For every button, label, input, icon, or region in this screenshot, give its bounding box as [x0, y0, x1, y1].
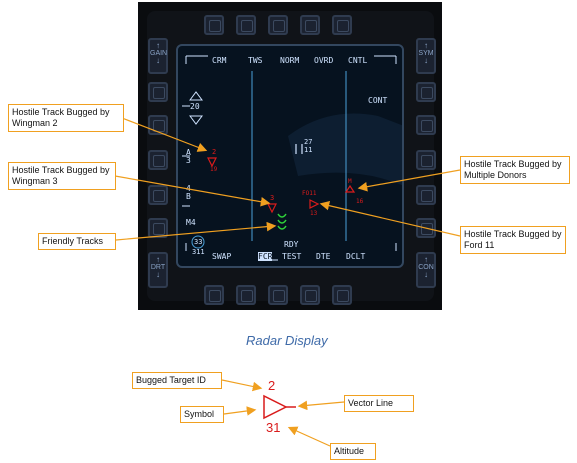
- range-scale-top: 33: [194, 238, 203, 246]
- osb-bottom-5[interactable]: [332, 285, 352, 305]
- drt-rocker[interactable]: ↑ DRT ↓: [148, 252, 168, 288]
- arrow-altitude: [287, 426, 331, 447]
- track-multi-id: M: [348, 178, 352, 185]
- osb-right-4[interactable]: [416, 185, 436, 205]
- osb-label-tws[interactable]: TWS: [248, 56, 263, 65]
- osb-right-1[interactable]: [416, 82, 436, 102]
- sym-label: SYM: [418, 50, 434, 57]
- osb-top-2[interactable]: [236, 15, 256, 35]
- left-label-m4[interactable]: M4: [186, 218, 196, 227]
- gain-label: GAIN: [150, 50, 168, 57]
- osb-label-dte[interactable]: DTE: [316, 252, 331, 261]
- osb-bottom-2[interactable]: [236, 285, 256, 305]
- track-ford-id: FO11: [302, 190, 317, 197]
- osb-label-swap[interactable]: SWAP: [212, 252, 232, 261]
- arrow-bugged-id: [221, 379, 263, 392]
- con-label: CON: [418, 264, 434, 271]
- osb-bottom-3[interactable]: [268, 285, 288, 305]
- osb-label-ovrd[interactable]: OVRD: [314, 56, 334, 65]
- osb-left-5[interactable]: [148, 218, 168, 238]
- drt-label: DRT: [150, 264, 166, 271]
- track-wingman3-id: 3: [270, 194, 275, 202]
- left-label-a-num: 3: [186, 156, 191, 165]
- callout-friendly: Friendly Tracks: [38, 233, 116, 250]
- arrow-vector: [297, 400, 345, 411]
- osb-label-cont[interactable]: CONT: [368, 96, 388, 105]
- radar-screen[interactable]: CRM TWS NORM OVRD CNTL CONT 20 A 3 4 B M…: [176, 44, 404, 268]
- left-label-a[interactable]: A: [186, 148, 191, 157]
- range-scale-bottom: 311: [192, 248, 205, 256]
- gain-rocker[interactable]: ↑ GAIN ↓: [148, 38, 168, 74]
- alt-caret-up-icon[interactable]: [189, 91, 203, 101]
- sym-rocker[interactable]: ↑ SYM ↓: [416, 38, 436, 74]
- osb-left-4[interactable]: [148, 185, 168, 205]
- range-circle: [191, 235, 205, 249]
- osb-top-4[interactable]: [300, 15, 320, 35]
- osb-top-1[interactable]: [204, 15, 224, 35]
- osb-bottom-4[interactable]: [300, 285, 320, 305]
- track-multi-alt: 16: [356, 198, 364, 205]
- osb-label-cntl[interactable]: CNTL: [348, 56, 368, 65]
- arrow-wingman2: [121, 117, 208, 152]
- arrow-multi: [357, 169, 461, 192]
- track-wingman2-id: 2: [212, 148, 217, 156]
- hostile-track-ford-icon[interactable]: [309, 199, 320, 209]
- callout-wingman2: Hostile Track Bugged by Wingman 2: [8, 104, 124, 132]
- rdy-status: RDY: [284, 240, 299, 249]
- legend-track-symbol-icon: [263, 394, 288, 420]
- arrow-wingman3: [114, 175, 271, 207]
- osb-right-3[interactable]: [416, 150, 436, 170]
- osb-left-1[interactable]: [148, 82, 168, 102]
- legend-altitude-label: Altitude: [330, 443, 376, 460]
- cursor-upper-value: 27: [304, 138, 313, 146]
- figure-caption: Radar Display: [246, 333, 328, 348]
- arrow-friendly: [115, 221, 277, 241]
- track-ford-alt: 13: [310, 210, 318, 217]
- alt-scale-value: 20: [190, 102, 200, 111]
- arrow-symbol: [223, 406, 257, 416]
- track-wingman2-alt: 19: [210, 166, 218, 173]
- callout-ford: Hostile Track Bugged by Ford 11: [460, 226, 566, 254]
- osb-top-3[interactable]: [268, 15, 288, 35]
- con-rocker[interactable]: ↑ CON ↓: [416, 252, 436, 288]
- osb-left-3[interactable]: [148, 150, 168, 170]
- osb-label-dclt[interactable]: DCLT: [346, 252, 366, 261]
- legend-example-alt: 31: [266, 420, 281, 435]
- cursor-lower-value: 11: [304, 146, 313, 154]
- legend-vector-label: Vector Line: [344, 395, 414, 412]
- legend-example-id: 2: [268, 378, 276, 393]
- arrow-ford: [319, 200, 461, 237]
- hostile-track-wingman2-icon[interactable]: [207, 157, 217, 168]
- osb-label-fcr[interactable]: FCR: [258, 252, 273, 261]
- hostile-track-wingman3-icon[interactable]: [267, 203, 277, 214]
- radar-graphics: [182, 55, 402, 261]
- scan-bracket-top: [185, 55, 397, 64]
- osb-bottom-1[interactable]: [204, 285, 224, 305]
- hostile-track-multi-icon[interactable]: [344, 184, 356, 193]
- osb-top-5[interactable]: [332, 15, 352, 35]
- acquisition-cursor[interactable]: [295, 144, 303, 154]
- osb-label-crm[interactable]: CRM: [212, 56, 227, 65]
- osb-label-test[interactable]: TEST: [282, 252, 302, 261]
- callout-multi: Hostile Track Bugged by Multiple Donors: [460, 156, 570, 184]
- friendly-tracks-icon[interactable]: [277, 213, 287, 230]
- left-label-b[interactable]: B: [186, 192, 191, 201]
- legend-bugged-id-label: Bugged Target ID: [132, 372, 222, 389]
- background-terrain: [288, 113, 402, 186]
- osb-label-norm[interactable]: NORM: [280, 56, 300, 65]
- legend-symbol-label: Symbol: [180, 406, 224, 423]
- osb-right-2[interactable]: [416, 115, 436, 135]
- scan-bracket-bottom: [185, 243, 397, 251]
- callout-wingman3: Hostile Track Bugged by Wingman 3: [8, 162, 116, 190]
- alt-caret-down-icon[interactable]: [189, 115, 203, 125]
